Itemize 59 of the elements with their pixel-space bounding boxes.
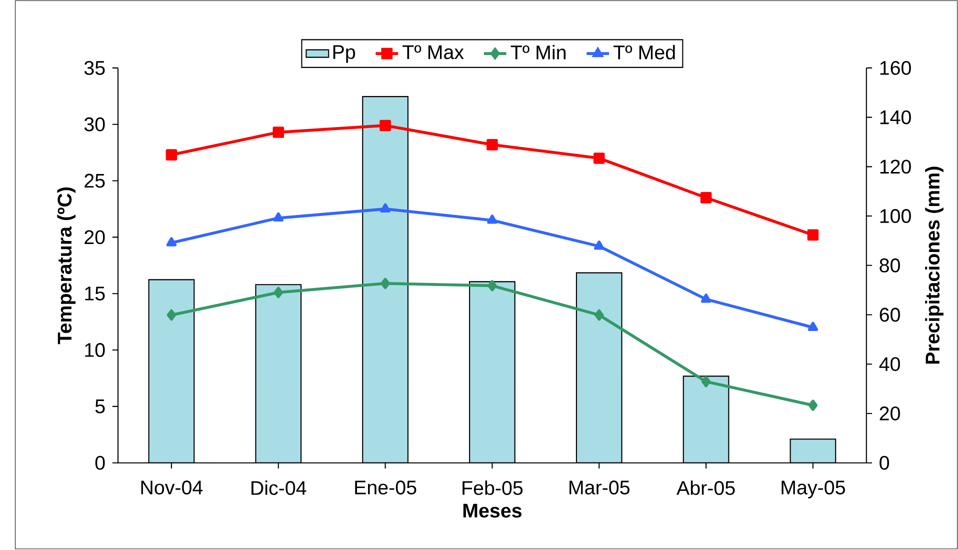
y2-tick-label: 100 [880,209,911,224]
point [380,120,391,132]
point [701,376,711,388]
point [593,152,605,164]
point [486,139,498,151]
point [272,126,284,138]
x-tick-label: Mar-05 [570,480,630,495]
point [808,322,818,332]
legend-label: Tº Med [614,45,675,60]
legend-label: Tº Min [510,45,566,60]
y2-tick-label: 160 [880,61,911,76]
point [488,280,497,292]
y2-axis-title: Precipitaciones (mm) [925,167,944,364]
y-tick-label: 20 [84,230,105,244]
y-tick-label: 0 [95,456,105,470]
legend-label: Pp [333,46,356,64]
point [487,214,498,224]
x-tick-label: Feb-05 [462,480,523,496]
y2-tick-label: 0 [880,456,890,470]
x-tick-label: Dic-04 [252,480,306,496]
y-tick-label: 35 [84,61,105,76]
y-tick-label: 5 [95,400,105,414]
x-axis-title: Meses [463,504,522,518]
point [807,230,819,241]
point [700,192,712,204]
point [808,400,818,412]
x-tick-label: May-05 [782,480,845,499]
point [166,310,176,321]
bar [256,284,302,464]
bar [576,273,622,464]
y2-tick-label: 20 [880,406,900,421]
bar [148,280,194,464]
y-tick-label: 25 [84,174,105,188]
point [700,294,712,304]
y2-tick-label: 80 [880,258,900,273]
point [594,240,604,250]
y-axis-title: Temperatura (ºC) [57,188,76,344]
point [380,278,390,290]
x-tick-label: Ene-05 [355,480,416,495]
y2-tick-label: 60 [880,308,900,322]
bar [362,96,408,464]
point [594,310,604,321]
x-tick-label: Abr-05 [676,480,735,496]
bar [683,376,729,464]
bar [790,438,836,464]
y2-tick-label: 40 [879,357,900,372]
point [274,287,283,298]
point [380,204,390,213]
point [166,237,177,247]
bar [470,282,515,464]
point [166,149,178,161]
y2-tick-label: 140 [880,110,911,125]
point [273,212,284,222]
y2-tick-label: 120 [880,160,911,174]
x-tick-label: Nov-04 [141,480,203,495]
y-tick-label: 15 [85,286,105,301]
y-tick-label: 10 [85,343,105,358]
legend-label: Tº Max [402,45,464,60]
y-tick-label: 30 [84,118,105,132]
